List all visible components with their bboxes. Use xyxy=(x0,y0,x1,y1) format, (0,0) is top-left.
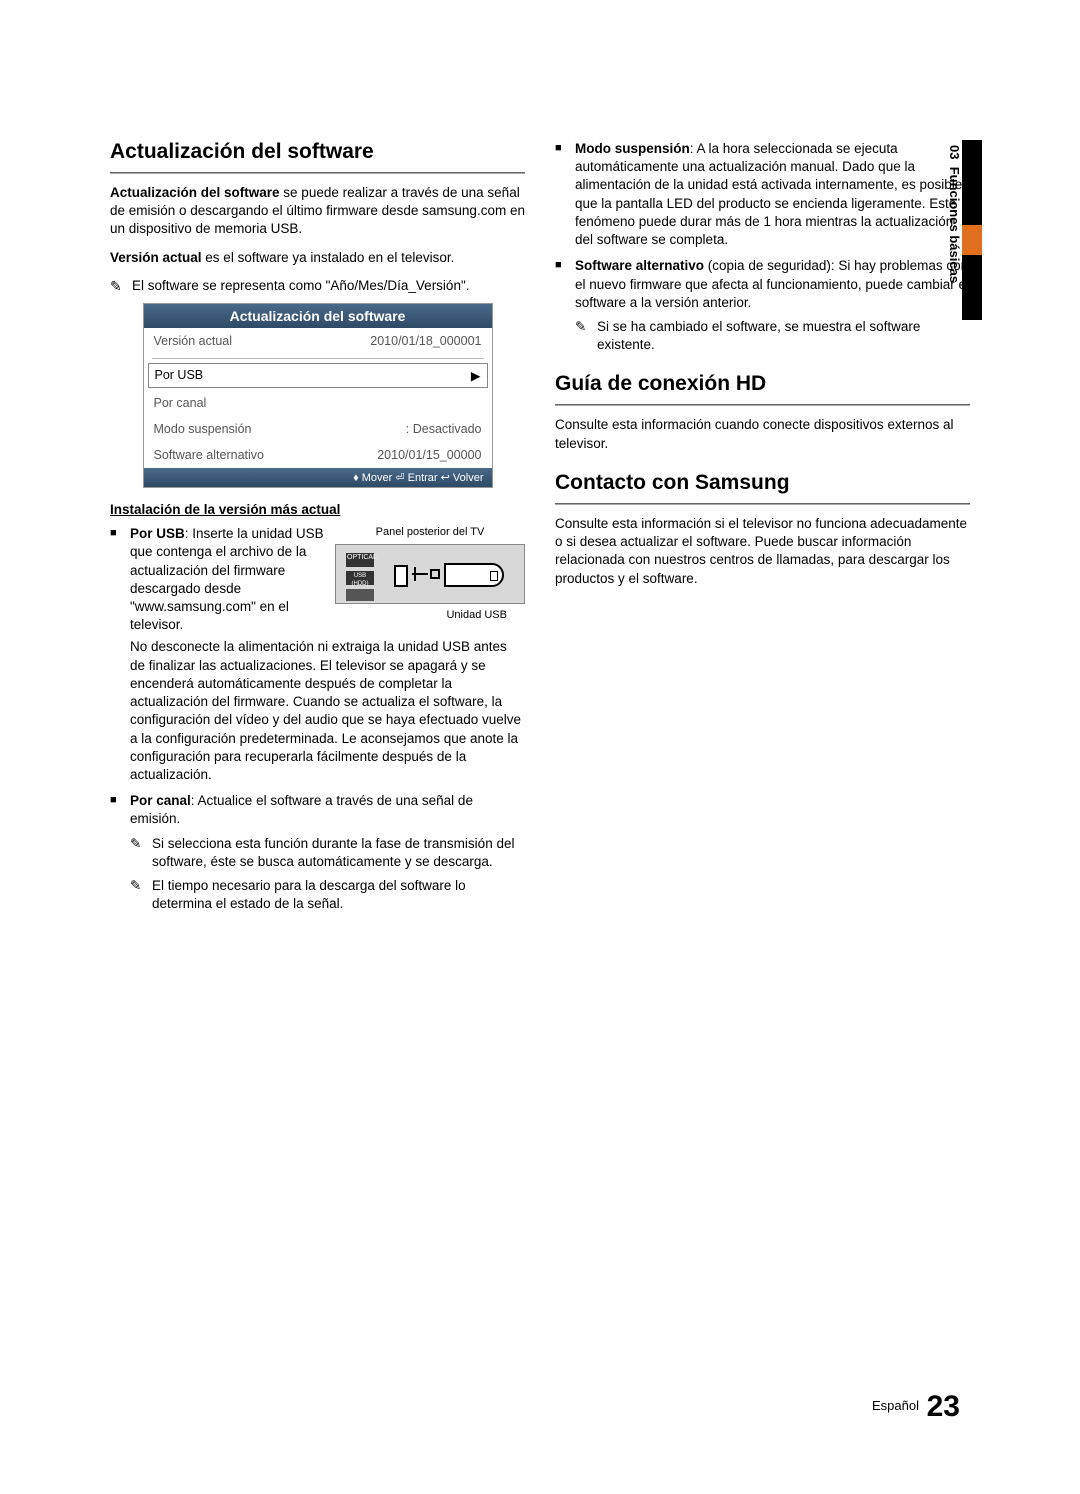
item-usb: Por USB: Inserte la unidad USB que conte… xyxy=(110,525,525,784)
usb-fig-diagram: OPTICAL USB(HDD) xyxy=(335,544,525,604)
osd-row-usb[interactable]: Por USB ▶ xyxy=(148,363,488,388)
port-usb-icon: USB(HDD) xyxy=(346,571,374,585)
item-alt: Software alternativo (copia de seguridad… xyxy=(555,257,970,354)
osd-row-value: : Desactivado xyxy=(406,422,482,436)
subheading-install: Instalación de la versión más actual xyxy=(110,502,525,517)
intro-bold: Actualización del software xyxy=(110,185,280,200)
usb-bold: Por USB xyxy=(130,526,185,541)
usb-block: Por USB: Inserte la unidad USB que conte… xyxy=(130,525,525,634)
alt-note-1: Si se ha cambiado el software, se muestr… xyxy=(575,318,970,354)
page-content: Actualización del software Actualización… xyxy=(0,0,1080,981)
usb-plug-icon xyxy=(430,569,440,579)
heading-rule xyxy=(110,172,525,174)
note-format: El software se representa como "Año/Mes/… xyxy=(110,277,525,295)
osd-row-value: 2010/01/18_000001 xyxy=(370,334,481,348)
osd-menu: Actualización del software Versión actua… xyxy=(143,303,493,488)
contact-text: Consulte esta información si el televiso… xyxy=(555,515,970,588)
osd-row-canal[interactable]: Por canal xyxy=(144,390,492,416)
version-bold: Versión actual xyxy=(110,250,202,265)
osd-divider xyxy=(152,358,484,359)
osd-row-label: Versión actual xyxy=(154,334,233,348)
osd-footer: ♦ Mover ⏎ Entrar ↩ Volver xyxy=(144,468,492,487)
footer-page-number: 23 xyxy=(927,1390,960,1423)
heading-hd-guide: Guía de conexión HD xyxy=(555,372,970,398)
usb-stick-icon xyxy=(444,563,504,587)
right-list: Modo suspensión: A la hora seleccionada … xyxy=(555,140,970,354)
sleep-bold: Modo suspensión xyxy=(575,141,690,156)
left-column: Actualización del software Actualización… xyxy=(110,140,525,921)
right-column: Modo suspensión: A la hora seleccionada … xyxy=(555,140,970,921)
usb-figure: Panel posterior del TV OPTICAL USB(HDD) … xyxy=(335,525,525,623)
osd-row-label: Por USB xyxy=(155,368,204,383)
usb-fig-caption-bottom: Unidad USB xyxy=(335,608,525,623)
footer-lang: Español xyxy=(872,1398,919,1413)
hd-guide-text: Consulte esta información cuando conecte… xyxy=(555,416,970,452)
usb-wire2-icon xyxy=(414,567,416,581)
heading-contact: Contacto con Samsung xyxy=(555,471,970,497)
intro-paragraph: Actualización del software se puede real… xyxy=(110,184,525,239)
port-hdmi-icon xyxy=(346,589,374,601)
item-canal: Por canal: Actualice el software a travé… xyxy=(110,792,525,913)
osd-row-sleep[interactable]: Modo suspensión : Desactivado xyxy=(144,416,492,442)
arrow-right-icon: ▶ xyxy=(471,368,481,383)
osd-row-value: 2010/01/15_00000 xyxy=(377,448,481,462)
canal-note-1: Si selecciona esta función durante la fa… xyxy=(130,835,525,871)
install-list: Por USB: Inserte la unidad USB que conte… xyxy=(110,525,525,913)
osd-row-label: Modo suspensión xyxy=(154,422,252,436)
osd-title: Actualización del software xyxy=(144,304,492,328)
heading-rule xyxy=(555,503,970,505)
usb-warning: No desconecte la alimentación ni extraig… xyxy=(130,638,525,784)
canal-note-2: El tiempo necesario para la descarga del… xyxy=(130,877,525,913)
osd-row-label: Por canal xyxy=(154,396,207,410)
usb-fig-caption-top: Panel posterior del TV xyxy=(335,525,525,540)
alt-bold: Software alternativo xyxy=(575,258,704,273)
version-paragraph: Versión actual es el software ya instala… xyxy=(110,249,525,267)
item-sleep: Modo suspensión: A la hora seleccionada … xyxy=(555,140,970,249)
heading-rule xyxy=(555,404,970,406)
page-footer: Español 23 xyxy=(872,1390,960,1424)
osd-row-version: Versión actual 2010/01/18_000001 xyxy=(144,328,492,354)
canal-bold: Por canal xyxy=(130,793,191,808)
usb-text-intro: Por USB: Inserte la unidad USB que conte… xyxy=(130,525,325,634)
osd-row-alt[interactable]: Software alternativo 2010/01/15_00000 xyxy=(144,442,492,468)
sleep-rest: : A la hora seleccionada se ejecuta auto… xyxy=(575,141,962,247)
usb-slot-icon xyxy=(394,565,408,587)
port-optical-icon: OPTICAL xyxy=(346,553,374,567)
heading-software-update: Actualización del software xyxy=(110,140,525,166)
usb-rest: : Inserte la unidad USB que contenga el … xyxy=(130,526,324,632)
osd-row-label: Software alternativo xyxy=(154,448,264,462)
version-rest: es el software ya instalado en el televi… xyxy=(202,250,455,265)
